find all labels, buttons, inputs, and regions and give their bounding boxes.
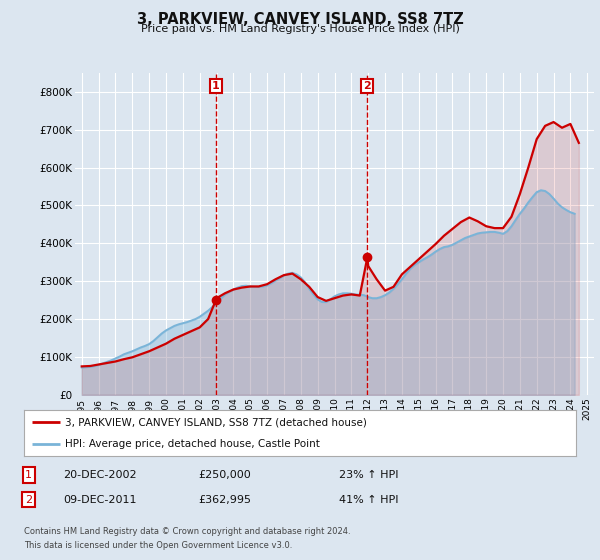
Text: 09-DEC-2011: 09-DEC-2011 xyxy=(63,494,137,505)
Text: 23% ↑ HPI: 23% ↑ HPI xyxy=(339,470,398,480)
Text: 2: 2 xyxy=(25,494,32,505)
Text: HPI: Average price, detached house, Castle Point: HPI: Average price, detached house, Cast… xyxy=(65,440,320,450)
Text: 3, PARKVIEW, CANVEY ISLAND, SS8 7TZ: 3, PARKVIEW, CANVEY ISLAND, SS8 7TZ xyxy=(137,12,463,27)
Text: 3, PARKVIEW, CANVEY ISLAND, SS8 7TZ (detached house): 3, PARKVIEW, CANVEY ISLAND, SS8 7TZ (det… xyxy=(65,417,367,427)
Text: Price paid vs. HM Land Registry's House Price Index (HPI): Price paid vs. HM Land Registry's House … xyxy=(140,24,460,34)
Text: 20-DEC-2002: 20-DEC-2002 xyxy=(63,470,137,480)
Text: £362,995: £362,995 xyxy=(198,494,251,505)
Text: 41% ↑ HPI: 41% ↑ HPI xyxy=(339,494,398,505)
Text: £250,000: £250,000 xyxy=(198,470,251,480)
Text: Contains HM Land Registry data © Crown copyright and database right 2024.: Contains HM Land Registry data © Crown c… xyxy=(24,528,350,536)
Text: 1: 1 xyxy=(212,81,220,91)
Text: 1: 1 xyxy=(25,470,32,480)
Text: This data is licensed under the Open Government Licence v3.0.: This data is licensed under the Open Gov… xyxy=(24,541,292,550)
Text: 2: 2 xyxy=(364,81,371,91)
